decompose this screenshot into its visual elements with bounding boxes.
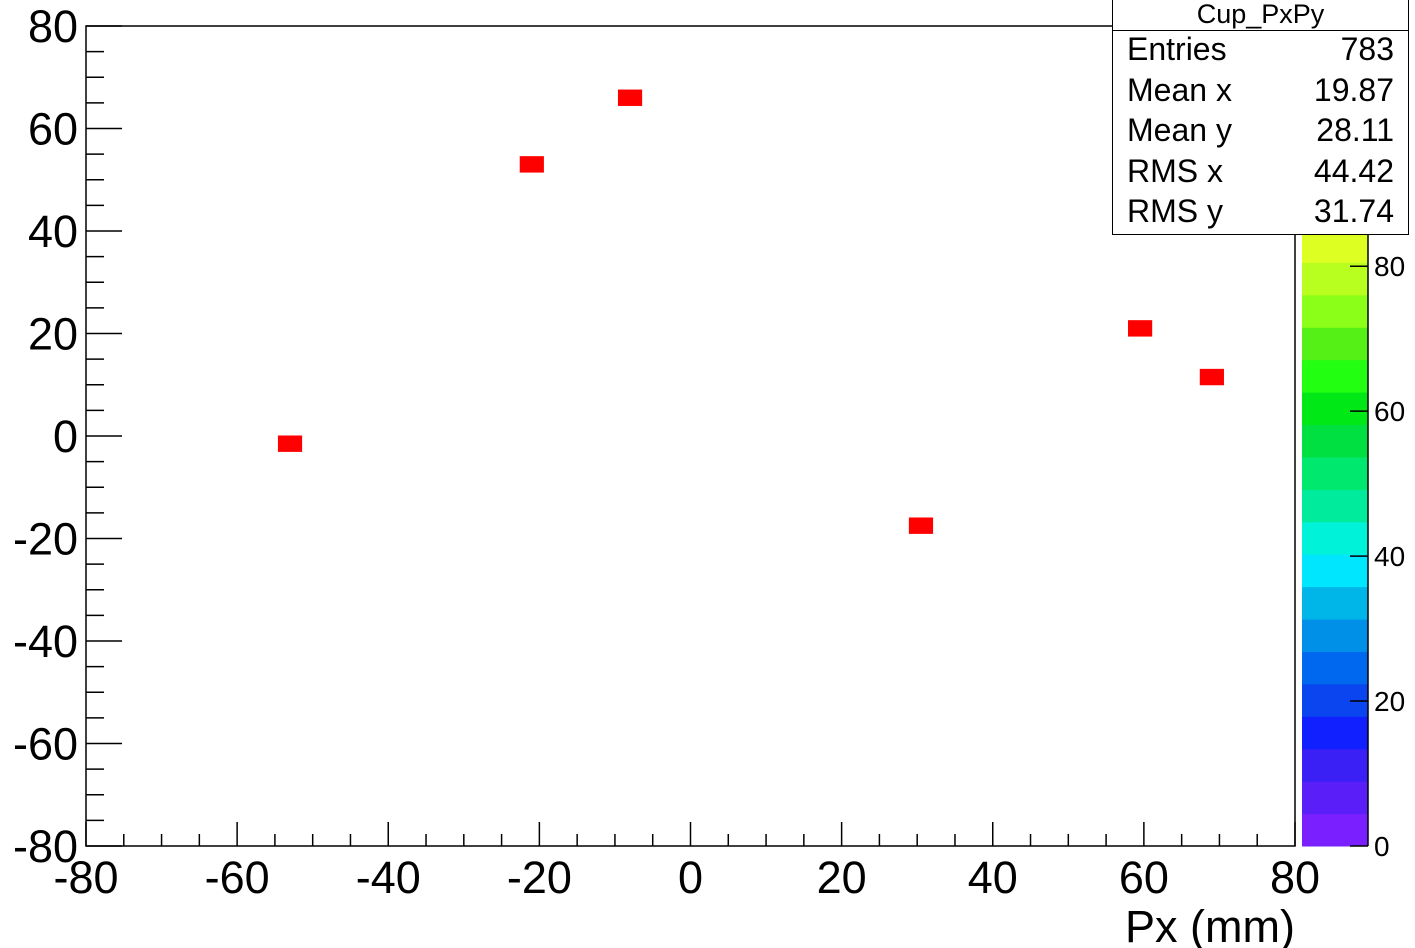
colorbar-band (1302, 392, 1368, 426)
colorbar-band (1302, 230, 1368, 263)
stats-row: RMS y 31.74 (1113, 193, 1408, 234)
stats-label: RMS y (1127, 193, 1223, 229)
colorbar-band (1302, 586, 1368, 620)
stats-rows: Entries 783 Mean x 19.87 Mean y 28.11 RMS x 44.… (1113, 31, 1408, 234)
stats-value: 783 (1340, 31, 1394, 67)
x-tick-label: -80 (53, 852, 118, 903)
x-tick-label: -60 (205, 852, 270, 903)
y-tick-label: -20 (13, 514, 78, 565)
colorbar-tick-label: 20 (1374, 686, 1405, 717)
colorbar-band (1302, 262, 1368, 296)
axis-ticks (85, 25, 1296, 847)
colorbar-tick-label: 60 (1374, 396, 1405, 427)
colorbar-band (1302, 424, 1368, 458)
stats-label: Entries (1127, 31, 1227, 67)
colorbar-tick-label: 80 (1374, 251, 1405, 282)
x-tick-label: 80 (1270, 852, 1320, 903)
y-tick-label: -40 (13, 616, 78, 667)
x-tick-label: -40 (356, 852, 421, 903)
y-tick-label: 60 (28, 104, 78, 155)
stats-label: RMS x (1127, 152, 1223, 189)
stats-box: Cup_PxPy Entries 783 Mean x 19.87 Mean y 28.1… (1112, 0, 1409, 235)
colorbar-band (1302, 359, 1368, 393)
data-points (277, 89, 1224, 534)
stats-label: Mean y (1127, 112, 1232, 148)
stats-title: Cup_PxPy (1113, 0, 1408, 31)
y-tick-label: -60 (13, 719, 78, 770)
colorbar-band (1302, 781, 1368, 815)
x-tick-label: 0 (678, 852, 703, 903)
x-tick-label: 20 (817, 852, 867, 903)
stats-row: Mean x 19.87 (1113, 72, 1408, 113)
y-tick-label: 20 (28, 309, 78, 360)
data-point (277, 435, 303, 452)
stats-label: Mean x (1127, 71, 1232, 108)
colorbar-band (1302, 716, 1368, 750)
data-point (617, 89, 643, 106)
colorbar-band (1302, 327, 1368, 361)
colorbar-band (1302, 813, 1368, 847)
data-point (908, 517, 934, 534)
stats-row: Mean y 28.11 (1113, 112, 1408, 153)
colorbar-band (1302, 651, 1368, 685)
data-point (1199, 368, 1224, 386)
y-tick-label: 80 (28, 1, 78, 52)
data-point (519, 156, 544, 173)
stats-value: 19.87 (1313, 71, 1394, 108)
color-scale-labels: 0 20 40 60 80 (1374, 251, 1405, 862)
stats-value: 31.74 (1313, 193, 1394, 229)
stats-value: 44.42 (1313, 152, 1394, 189)
x-tick-label: -20 (507, 852, 572, 903)
colorbar-band (1302, 748, 1368, 782)
data-point (1128, 320, 1153, 337)
x-axis-title: Px (mm) (1125, 901, 1295, 948)
stats-value: 28.11 (1316, 112, 1394, 148)
colorbar-band (1302, 521, 1368, 555)
colorbar-band (1302, 456, 1368, 490)
colorbar-band (1302, 619, 1368, 652)
colorbar-band (1302, 489, 1368, 523)
y-tick-labels: -80 -60 -40 -20 0 20 40 60 80 (13, 1, 78, 872)
colorbar-tick-label: 0 (1374, 831, 1390, 862)
color-scale-bar (1302, 230, 1369, 847)
colorbar-band (1302, 294, 1368, 328)
stats-row: RMS x 44.42 (1113, 153, 1408, 194)
x-tick-labels: -80 -60 -40 -20 0 20 40 60 80 (53, 852, 1320, 903)
y-tick-label: -80 (13, 821, 78, 872)
y-tick-label: 0 (53, 411, 78, 462)
colorbar-band (1302, 554, 1368, 588)
x-tick-label: 60 (1119, 852, 1169, 903)
stats-row: Entries 783 (1113, 31, 1408, 72)
y-tick-label: 40 (28, 206, 78, 257)
colorbar-tick-label: 40 (1374, 541, 1405, 572)
x-tick-label: 40 (968, 852, 1018, 903)
